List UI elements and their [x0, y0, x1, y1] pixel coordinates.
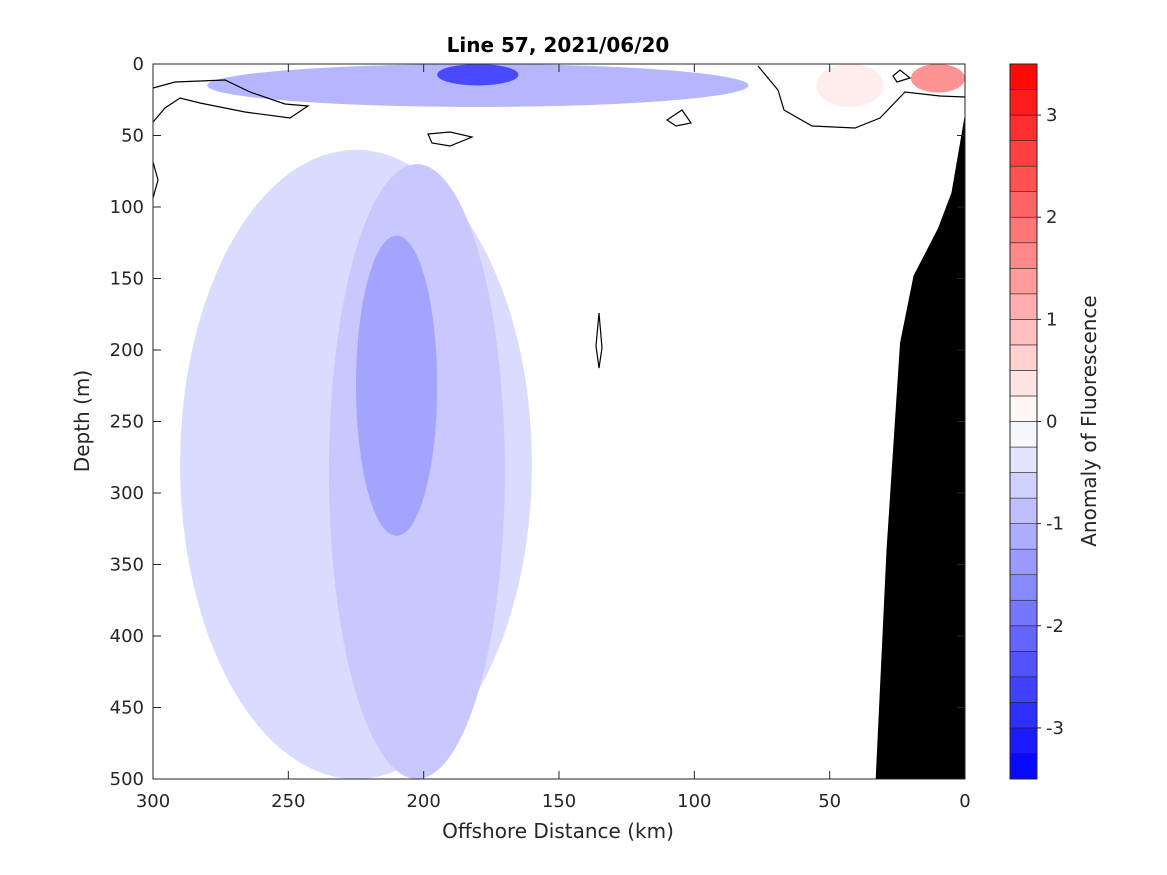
colorbar-tick-label: -2	[1046, 616, 1064, 637]
y-tick-label: 300	[110, 483, 144, 504]
x-axis-label: Offshore Distance (km)	[442, 819, 674, 843]
bathymetry-seafloor	[875, 64, 965, 779]
y-tick-label: 200	[110, 340, 144, 361]
colorbar-cell	[1009, 89, 1038, 116]
y-axis-label: Depth (m)	[70, 370, 94, 472]
colorbar-cell	[1009, 523, 1038, 550]
colorbar-cells	[1009, 63, 1038, 780]
colorbar-cell	[1009, 599, 1038, 627]
y-tick-label: 400	[110, 626, 144, 647]
contour-line	[153, 79, 310, 123]
x-tick-label: 300	[136, 791, 170, 812]
colorbar-cell	[1009, 140, 1038, 167]
zero-contours	[153, 65, 965, 369]
colorbar-cell	[1009, 548, 1038, 576]
y-tick-label: 250	[110, 412, 144, 433]
plot-area: 300 250 200 150 100 50 0 050100150200250300350…	[110, 54, 971, 812]
colorbar-tick-label: 0	[1046, 412, 1057, 433]
colorbar-cell	[1009, 676, 1038, 703]
x-tick-label: 200	[406, 791, 440, 812]
colorbar-tick-label: 1	[1046, 309, 1057, 330]
colorbar: -3 -2 -1 0 1 2 3 Anomaly of Fluorescence	[1009, 63, 1101, 780]
y-tick-label: 500	[110, 769, 144, 790]
anomaly-region	[816, 64, 884, 107]
y-tick-label: 100	[110, 197, 144, 218]
anomaly-region	[910, 64, 965, 93]
colorbar-cell	[1009, 242, 1038, 269]
colorbar-cell	[1009, 370, 1038, 397]
colorbar-tick-label: -3	[1046, 718, 1064, 739]
chart-title: Line 57, 2021/06/20	[447, 33, 670, 57]
colorbar-cell	[1009, 497, 1038, 524]
colorbar-cell	[1009, 702, 1038, 729]
y-tick-label: 50	[121, 126, 144, 147]
colorbar-cell	[1009, 191, 1038, 218]
colorbar-cell	[1009, 421, 1038, 448]
colorbar-cell	[1009, 727, 1038, 754]
colorbar-cell	[1009, 395, 1038, 422]
x-tick-label: 100	[677, 791, 711, 812]
contour-line	[892, 69, 912, 83]
colorbar-tick-label: 3	[1046, 105, 1057, 126]
colorbar-cell	[1009, 651, 1038, 678]
x-tick-label: 150	[542, 791, 576, 812]
colorbar-cell	[1009, 267, 1038, 295]
colorbar-cell	[1009, 293, 1038, 320]
anomaly-field	[180, 64, 965, 779]
colorbar-cell	[1009, 216, 1038, 244]
anomaly-region	[356, 235, 438, 536]
x-tick-label: 250	[271, 791, 305, 812]
y-tick-label: 450	[110, 698, 144, 719]
y-tick-label: 150	[110, 269, 144, 290]
colorbar-cell	[1009, 446, 1038, 473]
contour-line	[665, 109, 693, 127]
colorbar-cell	[1009, 63, 1038, 90]
anomaly-region	[437, 64, 519, 86]
contour-line	[153, 161, 159, 199]
colorbar-cell	[1009, 625, 1038, 652]
x-axis: 300 250 200 150 100 50 0	[136, 64, 971, 812]
contour-line	[427, 131, 474, 147]
x-tick-label: 0	[959, 791, 970, 812]
y-tick-label: 0	[133, 54, 144, 75]
colorbar-cell	[1009, 114, 1038, 141]
colorbar-label: Anomaly of Fluorescence	[1077, 295, 1101, 546]
colorbar-cell	[1009, 344, 1038, 371]
y-tick-label: 350	[110, 555, 144, 576]
colorbar-tick-label: -1	[1046, 514, 1064, 535]
x-tick-label: 50	[818, 791, 841, 812]
colorbar-cell	[1009, 574, 1038, 601]
colorbar-tick-label: 2	[1046, 207, 1057, 228]
y-axis: 0 50 100 150 200 250 300 350 400 450 500	[110, 54, 965, 790]
colorbar-cell	[1009, 472, 1038, 499]
contour-line	[595, 312, 603, 369]
colorbar-cell	[1009, 319, 1038, 346]
colorbar-ticks: -3 -2 -1 0 1 2 3	[1037, 105, 1064, 739]
colorbar-cell	[1009, 165, 1038, 192]
contour-line	[757, 65, 965, 129]
colorbar-cell	[1009, 753, 1038, 780]
